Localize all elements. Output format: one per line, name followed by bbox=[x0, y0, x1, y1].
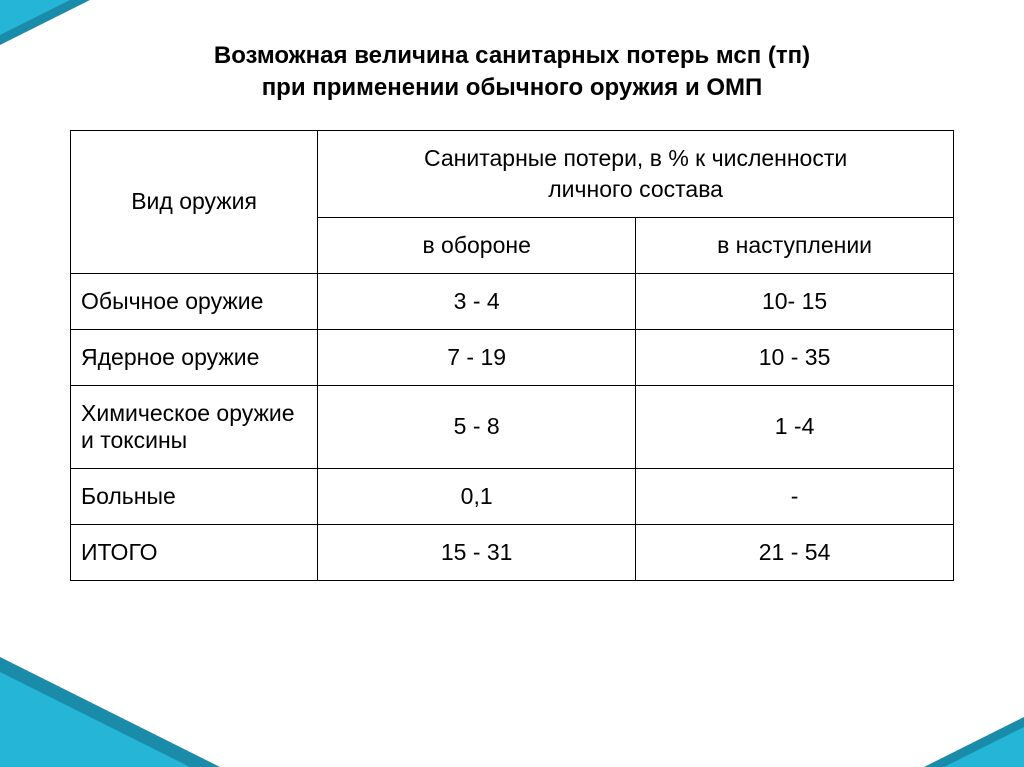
cell-offense: 10 - 35 bbox=[636, 329, 954, 385]
table-row: Больные 0,1 - bbox=[71, 468, 954, 524]
col-header-defense: в обороне bbox=[318, 217, 636, 273]
span-header-line-1: Санитарные потери, в % к численности bbox=[424, 145, 847, 171]
decor-corner-top-left-inner bbox=[0, 0, 70, 35]
span-header-line-2: личного состава bbox=[548, 176, 723, 202]
cell-defense: 15 - 31 bbox=[318, 524, 636, 580]
table-row: ИТОГО 15 - 31 21 - 54 bbox=[71, 524, 954, 580]
row-label: Химическое оружие и токсины bbox=[71, 385, 318, 468]
cell-offense: 10- 15 bbox=[636, 273, 954, 329]
row-label: Больные bbox=[71, 468, 318, 524]
cell-defense: 3 - 4 bbox=[318, 273, 636, 329]
decor-corner-bottom-right-inner bbox=[944, 727, 1024, 767]
title-line-2: при применении обычного оружия и ОМП bbox=[262, 74, 763, 101]
slide-title: Возможная величина санитарных потерь мсп… bbox=[70, 40, 954, 105]
cell-offense: 21 - 54 bbox=[636, 524, 954, 580]
losses-table: Вид оружия Санитарные потери, в % к числ… bbox=[70, 130, 954, 581]
cell-offense: 1 -4 bbox=[636, 385, 954, 468]
table-row: Химическое оружие и токсины 5 - 8 1 -4 bbox=[71, 385, 954, 468]
title-line-1: Возможная величина санитарных потерь мсп… bbox=[214, 42, 810, 69]
table-row: Обычное оружие 3 - 4 10- 15 bbox=[71, 273, 954, 329]
table-row: Ядерное оружие 7 - 19 10 - 35 bbox=[71, 329, 954, 385]
row-label: Обычное оружие bbox=[71, 273, 318, 329]
row-label: Ядерное оружие bbox=[71, 329, 318, 385]
cell-defense: 7 - 19 bbox=[318, 329, 636, 385]
col-header-losses-span: Санитарные потери, в % к численности лич… bbox=[318, 130, 954, 217]
row-label: ИТОГО bbox=[71, 524, 318, 580]
cell-defense: 5 - 8 bbox=[318, 385, 636, 468]
table-header-row-1: Вид оружия Санитарные потери, в % к числ… bbox=[71, 130, 954, 217]
decor-corner-bottom-left-inner bbox=[0, 672, 190, 767]
col-header-offense: в наступлении bbox=[636, 217, 954, 273]
cell-defense: 0,1 bbox=[318, 468, 636, 524]
col-header-weapon-type: Вид оружия bbox=[71, 130, 318, 273]
cell-offense: - bbox=[636, 468, 954, 524]
slide-content: Возможная величина санитарных потерь мсп… bbox=[70, 40, 954, 581]
